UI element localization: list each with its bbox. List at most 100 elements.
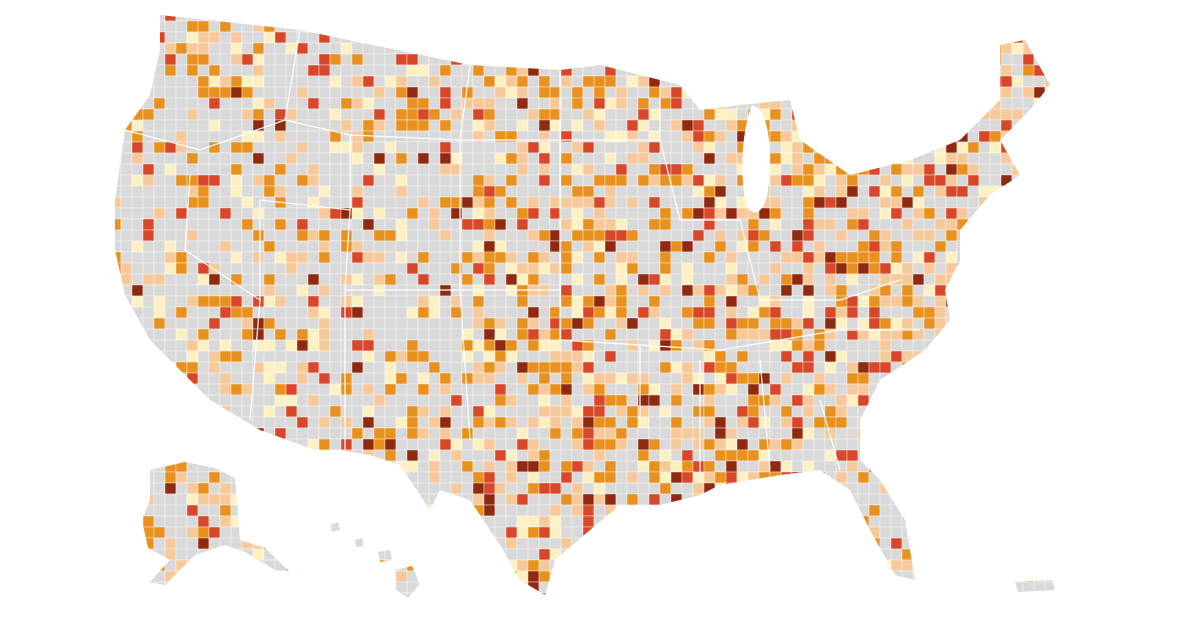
county: [142, 504, 155, 517]
county: [527, 163, 540, 176]
county: [945, 383, 958, 396]
county: [472, 537, 485, 550]
county: [967, 15, 980, 22]
county: [197, 240, 210, 253]
county: [912, 119, 925, 132]
county: [824, 471, 837, 484]
state-borders: [124, 29, 920, 480]
county: [340, 493, 353, 506]
county: [648, 548, 661, 561]
county: [626, 405, 639, 418]
county: [659, 394, 672, 407]
county: [208, 163, 221, 176]
county: [615, 295, 628, 308]
county: [1011, 372, 1024, 385]
county: [318, 75, 331, 88]
county: [285, 240, 298, 253]
county: [714, 526, 727, 539]
county: [296, 75, 309, 88]
county: [252, 328, 265, 341]
county: [274, 581, 287, 594]
county: [208, 240, 221, 253]
county: [923, 108, 936, 121]
county: [780, 295, 793, 308]
county: [230, 493, 243, 506]
county: [494, 229, 507, 242]
county: [934, 86, 947, 99]
county: [560, 339, 573, 352]
county: [824, 295, 837, 308]
county: [340, 218, 353, 231]
county: [670, 273, 683, 286]
county: [230, 339, 243, 352]
county: [516, 559, 529, 572]
county: [1011, 350, 1024, 363]
county: [373, 416, 386, 429]
county: [428, 361, 441, 374]
county: [307, 339, 320, 352]
county: [263, 108, 276, 121]
county: [901, 350, 914, 363]
county: [373, 86, 386, 99]
county: [846, 559, 859, 572]
county: [780, 471, 793, 484]
county: [1044, 350, 1055, 363]
county: [1056, 208, 1067, 219]
county: [1000, 130, 1013, 143]
county: [472, 592, 485, 598]
county: [637, 471, 650, 484]
county: [461, 570, 474, 583]
county: [989, 515, 1002, 528]
county: [890, 75, 903, 88]
county: [461, 229, 474, 242]
county: [186, 163, 199, 176]
county: [780, 15, 793, 22]
county: [670, 361, 683, 374]
county: [978, 163, 991, 176]
county: [901, 427, 914, 440]
county: [934, 295, 947, 308]
county: [747, 64, 760, 77]
county: [120, 581, 133, 594]
county: [494, 97, 507, 110]
county: [362, 240, 375, 253]
county: [560, 471, 573, 484]
county: [186, 240, 199, 253]
county: [571, 207, 584, 220]
county: [318, 262, 331, 275]
county: [747, 328, 760, 341]
county: [1056, 285, 1067, 296]
county: [296, 570, 309, 583]
county: [428, 515, 441, 528]
county: [417, 526, 430, 539]
county: [791, 97, 804, 110]
county: [780, 53, 793, 66]
county: [241, 361, 254, 374]
county: [802, 526, 815, 539]
county: [186, 42, 199, 55]
county: [461, 416, 474, 429]
county: [582, 526, 595, 539]
county: [538, 295, 551, 308]
county: [791, 405, 804, 418]
county: [527, 75, 540, 88]
county: [879, 229, 892, 242]
county: [1033, 31, 1046, 44]
county: [1000, 64, 1013, 77]
county: [725, 526, 738, 539]
county: [692, 416, 705, 429]
county: [637, 86, 650, 99]
county: [384, 460, 397, 473]
county: [384, 361, 397, 374]
county: [868, 405, 881, 418]
county: [956, 15, 969, 22]
county: [164, 130, 177, 143]
county: [274, 229, 287, 242]
county: [527, 262, 540, 275]
county: [835, 405, 848, 418]
county: [692, 108, 705, 121]
county: [802, 218, 815, 231]
county: [934, 361, 947, 374]
county: [516, 372, 529, 385]
county: [362, 119, 375, 132]
